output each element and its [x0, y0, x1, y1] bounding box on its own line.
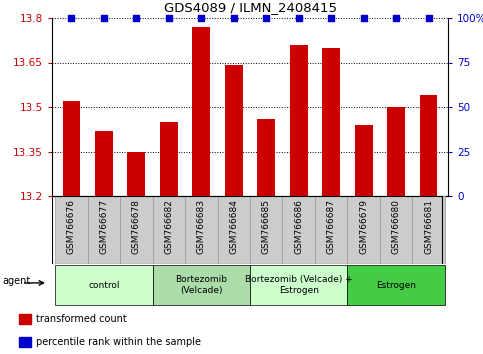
Bar	[95, 131, 113, 196]
Text: GSM766678: GSM766678	[132, 199, 141, 255]
Point	[68, 15, 75, 21]
Point	[392, 15, 400, 21]
Bar	[283, 196, 315, 264]
Bar	[347, 265, 445, 305]
Bar	[88, 196, 120, 264]
Text: GSM766676: GSM766676	[67, 199, 76, 255]
Bar	[63, 101, 80, 196]
Bar	[257, 119, 275, 196]
Text: Bortezomib (Velcade) +
Estrogen: Bortezomib (Velcade) + Estrogen	[245, 275, 353, 295]
Bar	[250, 265, 347, 305]
Bar	[387, 107, 405, 196]
Bar	[19, 314, 31, 324]
Bar	[19, 337, 31, 347]
Text: GSM766684: GSM766684	[229, 199, 238, 254]
Bar	[290, 45, 308, 196]
Bar	[55, 265, 153, 305]
Bar	[250, 196, 283, 264]
Bar	[322, 48, 340, 196]
Bar	[315, 196, 347, 264]
Text: GSM766682: GSM766682	[164, 199, 173, 254]
Point	[425, 15, 432, 21]
Text: GSM766683: GSM766683	[197, 199, 206, 255]
Text: transformed count: transformed count	[36, 314, 127, 324]
Text: percentile rank within the sample: percentile rank within the sample	[36, 337, 201, 347]
Bar	[420, 95, 438, 196]
Bar	[120, 196, 153, 264]
Text: control: control	[88, 280, 120, 290]
Point	[198, 15, 205, 21]
Text: GSM766686: GSM766686	[294, 199, 303, 255]
Bar	[217, 196, 250, 264]
Bar	[380, 196, 412, 264]
Point	[327, 15, 335, 21]
Point	[165, 15, 173, 21]
Text: GSM766680: GSM766680	[392, 199, 400, 255]
Bar	[55, 196, 88, 264]
Text: GSM766687: GSM766687	[327, 199, 336, 255]
Point	[360, 15, 368, 21]
Bar	[128, 152, 145, 196]
Text: Bortezomib
(Velcade): Bortezomib (Velcade)	[175, 275, 227, 295]
Bar	[347, 196, 380, 264]
Point	[262, 15, 270, 21]
Bar	[153, 265, 250, 305]
Text: GSM766681: GSM766681	[424, 199, 433, 255]
Bar	[153, 196, 185, 264]
Text: GSM766679: GSM766679	[359, 199, 368, 255]
Text: GSM766677: GSM766677	[99, 199, 109, 255]
Text: agent: agent	[2, 276, 31, 286]
Bar	[185, 196, 217, 264]
Point	[100, 15, 108, 21]
Bar	[355, 125, 372, 196]
Text: Estrogen: Estrogen	[376, 280, 416, 290]
Point	[295, 15, 302, 21]
Bar	[192, 27, 210, 196]
Point	[230, 15, 238, 21]
Bar	[225, 65, 242, 196]
Bar	[160, 122, 178, 196]
Point	[132, 15, 140, 21]
Bar	[412, 196, 445, 264]
Title: GDS4089 / ILMN_2408415: GDS4089 / ILMN_2408415	[164, 1, 337, 14]
Text: GSM766685: GSM766685	[262, 199, 271, 255]
